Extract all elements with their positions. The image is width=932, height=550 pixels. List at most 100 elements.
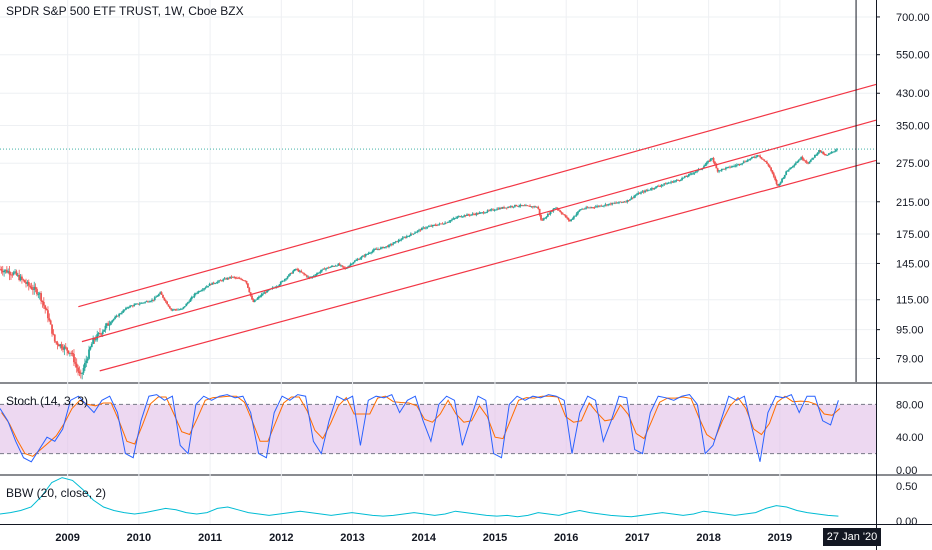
- candle-body: [222, 279, 225, 281]
- candle-body: [766, 162, 768, 164]
- channel-line-upper: [78, 83, 877, 308]
- candle-body: [522, 205, 525, 207]
- candle-body: [782, 177, 785, 179]
- candle-body: [456, 216, 459, 218]
- candle-body: [519, 204, 522, 207]
- candle-body: [59, 344, 62, 347]
- bbw-tick-label: 0.50: [896, 481, 917, 493]
- candle-body: [661, 184, 664, 186]
- candle-body: [770, 167, 772, 171]
- candle-body: [108, 324, 111, 326]
- candle-body: [418, 229, 420, 231]
- candle-body: [262, 293, 264, 295]
- candle-body: [322, 268, 325, 270]
- candle-body: [185, 303, 188, 307]
- candle-body: [779, 182, 782, 184]
- candle-body: [133, 304, 136, 307]
- stoch-label[interactable]: Stoch (14, 3, 3): [6, 394, 89, 408]
- candle-body: [352, 262, 355, 264]
- candle-body: [755, 156, 757, 158]
- candle-body: [234, 277, 237, 279]
- candle-body: [535, 206, 538, 208]
- y-tick-label: 550.00: [896, 50, 930, 62]
- y-tick-label: 175.00: [896, 229, 930, 241]
- candle-body: [160, 292, 163, 295]
- time-axis[interactable]: 2009 2010 2011 2012 2013 2014 2015 2016 2017 2018…: [55, 532, 792, 544]
- stoch-pane[interactable]: [0, 393, 876, 463]
- candle-body: [162, 294, 164, 298]
- candle-body: [485, 212, 488, 213]
- candle-body: [97, 333, 100, 335]
- candle-body: [804, 160, 807, 162]
- candle-body: [267, 289, 270, 291]
- candle-body: [111, 320, 114, 322]
- candle-body: [835, 149, 838, 151]
- bbw-pane[interactable]: [0, 477, 839, 518]
- candle-body: [499, 207, 501, 210]
- candle-body: [382, 246, 385, 249]
- candle-body: [823, 153, 826, 155]
- candle-body: [452, 218, 455, 220]
- candle-body: [694, 171, 697, 173]
- candle-body: [300, 271, 303, 273]
- candle-body: [214, 283, 216, 284]
- candle-body: [707, 160, 709, 163]
- candle-body: [345, 268, 348, 269]
- candle-body: [340, 265, 342, 267]
- y-tick-label: 215.00: [896, 197, 930, 209]
- candle-body: [538, 208, 541, 215]
- candle-body: [660, 185, 663, 187]
- candle-body: [730, 166, 733, 168]
- candle-body: [349, 264, 352, 266]
- candle-body: [152, 299, 155, 301]
- candle-body: [112, 318, 115, 321]
- candle-body: [330, 266, 333, 268]
- candle-body: [663, 183, 666, 185]
- candle-body: [627, 200, 630, 201]
- candle-body: [249, 292, 252, 296]
- candle-body: [319, 271, 322, 273]
- candle-body: [525, 205, 527, 207]
- candle-body: [404, 237, 407, 239]
- bbw-line: [0, 477, 839, 518]
- price-axis[interactable]: 79.00 95.00 115.00 145.00 175.00 215.00 275.00…: [876, 12, 930, 528]
- candle-body: [253, 300, 256, 302]
- candle-body: [130, 305, 133, 307]
- candle-body: [186, 302, 189, 304]
- candle-body: [564, 215, 567, 218]
- candle-body: [774, 176, 777, 180]
- candle-body: [159, 292, 162, 295]
- candle-body: [546, 213, 549, 217]
- candle-body: [122, 310, 125, 313]
- candle-body: [412, 233, 415, 235]
- candle-body: [157, 294, 160, 296]
- candle-body: [419, 229, 422, 231]
- candle-body: [201, 289, 204, 291]
- candle-body: [394, 241, 397, 243]
- candle-body: [204, 287, 207, 289]
- candle-body: [360, 256, 363, 259]
- candle-body: [685, 176, 688, 177]
- stoch-k-line: [0, 393, 839, 463]
- candle-body: [123, 309, 126, 311]
- candle-body: [233, 276, 236, 278]
- candle-body: [771, 170, 774, 174]
- bbw-label[interactable]: BBW (20, close, 2): [6, 486, 107, 500]
- candle-body: [768, 165, 771, 168]
- candle-body: [607, 204, 610, 206]
- candle-body: [468, 214, 471, 216]
- candle-body: [751, 157, 753, 159]
- candle-body: [641, 191, 644, 193]
- candle-body: [668, 182, 671, 184]
- candle-body: [407, 235, 410, 237]
- candle-body: [619, 201, 622, 203]
- price-pane[interactable]: [0, 0, 877, 382]
- candle-body: [644, 190, 646, 193]
- candle-body: [147, 301, 149, 303]
- candle-body: [752, 156, 755, 158]
- x-tick-label: 2019: [768, 532, 792, 544]
- candle-body: [735, 164, 738, 166]
- candle-body: [137, 303, 140, 305]
- candle-body: [197, 291, 200, 293]
